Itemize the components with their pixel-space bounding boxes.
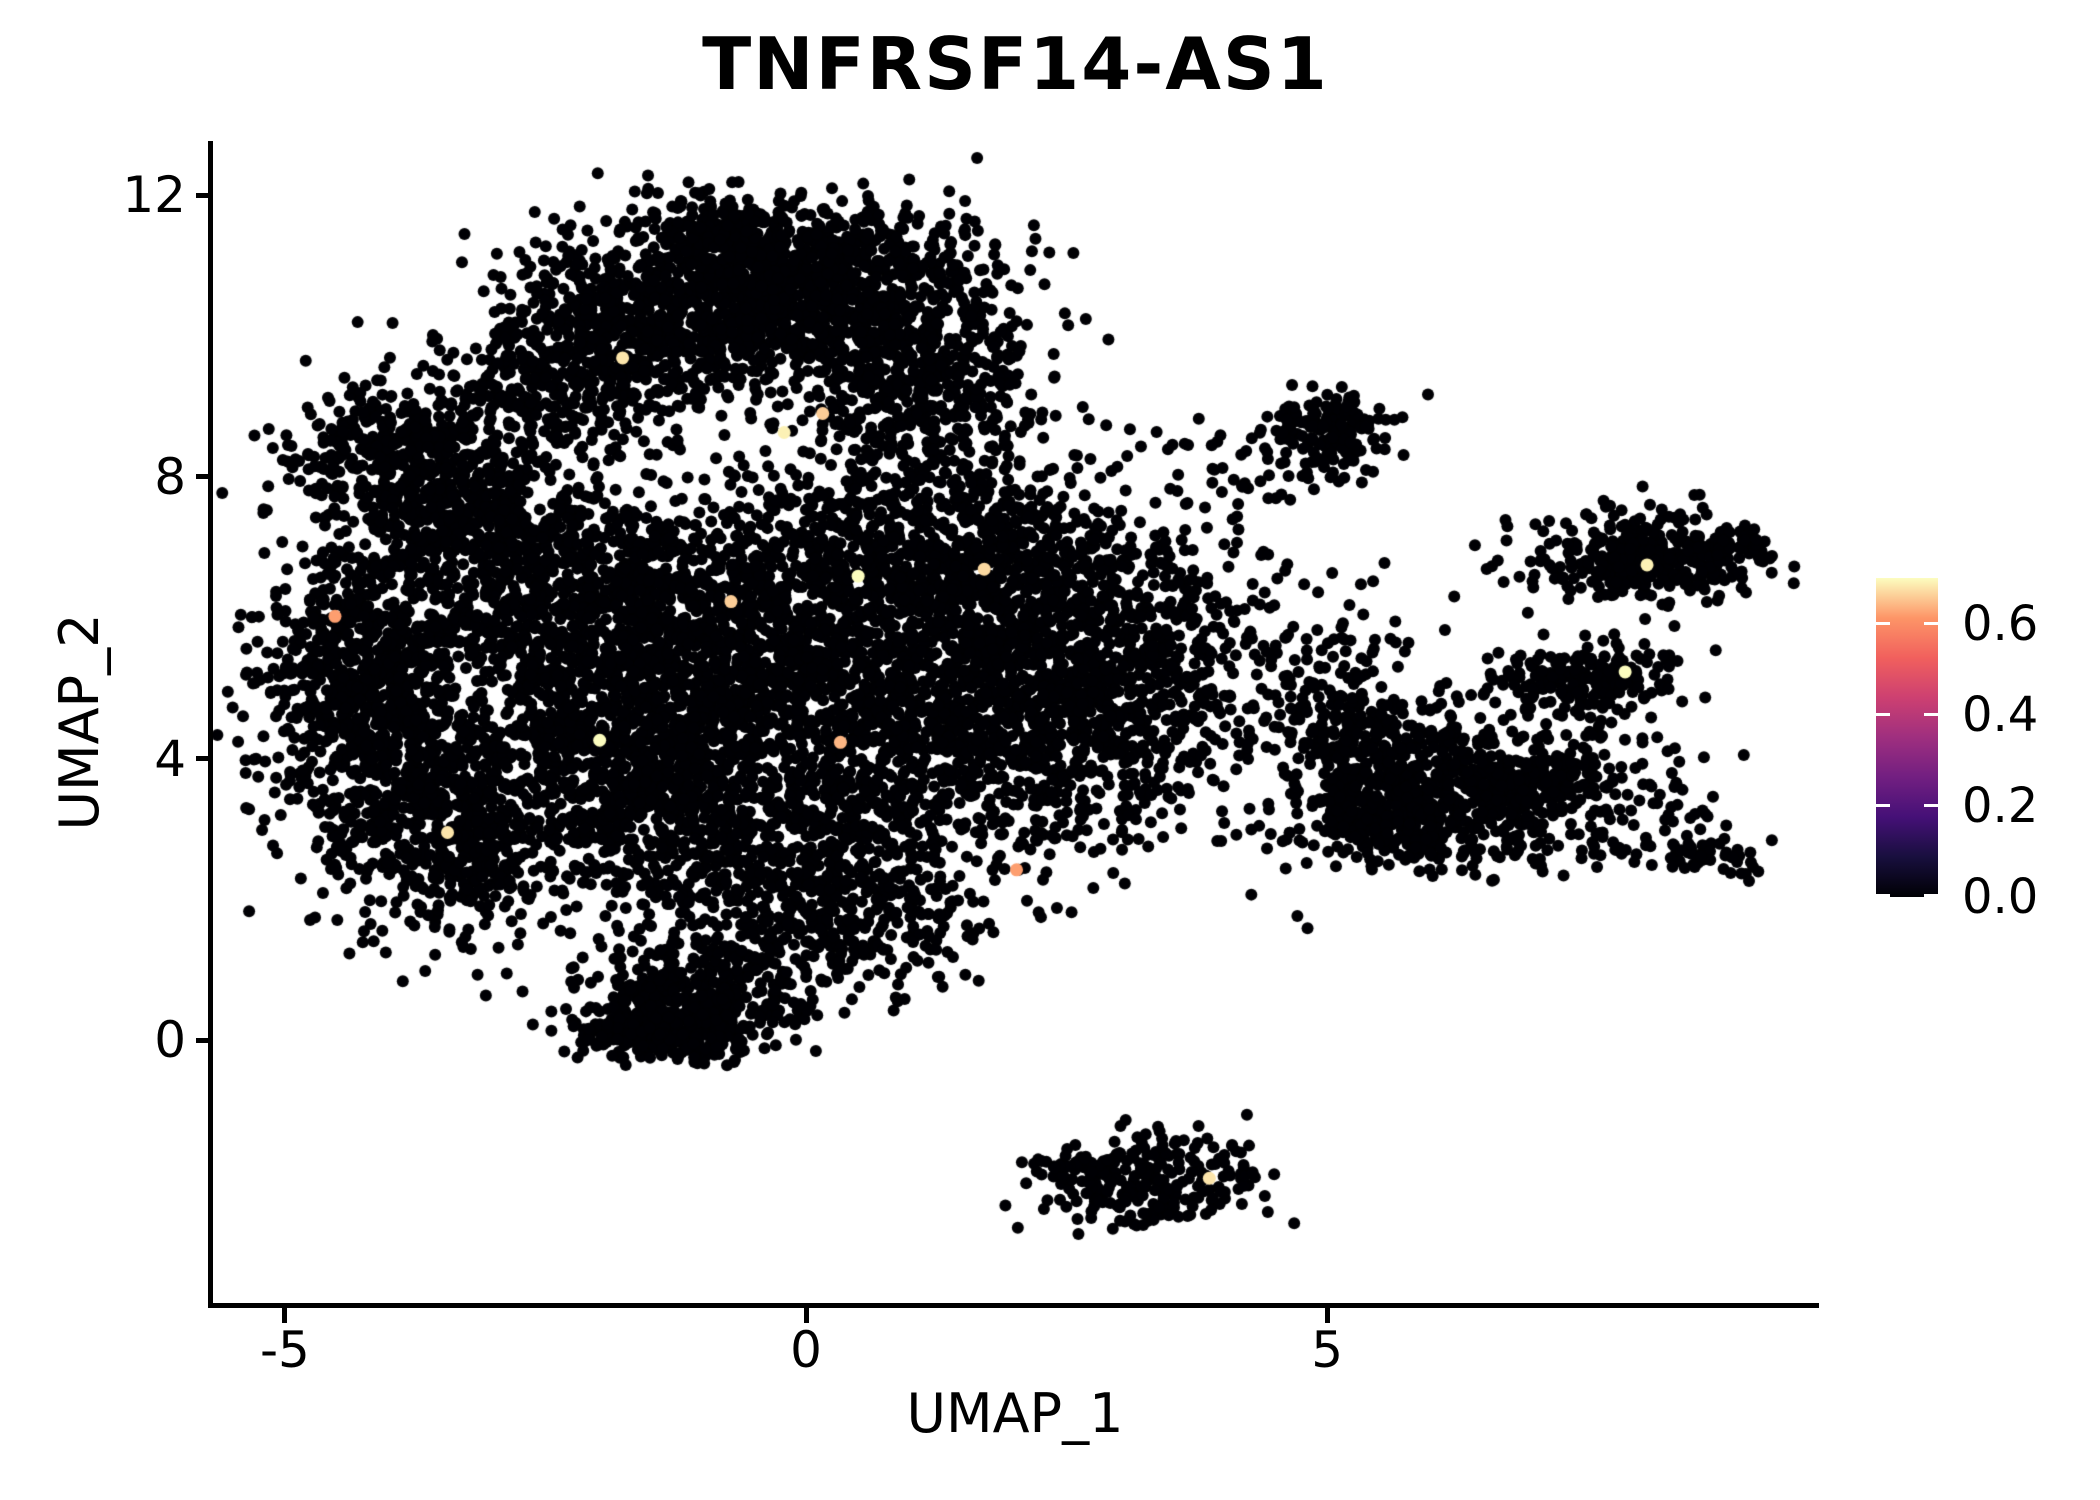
x-tick-label-0: 0	[790, 1321, 822, 1379]
y-tick-label-8: 8	[154, 447, 186, 506]
colorbar-tick-mark	[1876, 894, 1890, 897]
y-tick-label-12: 12	[122, 166, 186, 225]
colorbar-tick-mark	[1924, 894, 1938, 897]
x-axis-tick-mark	[1324, 1305, 1330, 1323]
colorbar-tick-mark	[1924, 713, 1938, 717]
y-tick-label-0: 0	[154, 1011, 186, 1070]
colorbar-tick-mark	[1876, 713, 1890, 717]
y-axis-tick-mark	[196, 474, 212, 480]
x-axis-tick-mark	[803, 1305, 809, 1323]
plot-title: TNFRSF14-AS1	[702, 22, 1329, 106]
colorbar-tick-mark	[1876, 804, 1890, 808]
colorbar-tick-label-00: 0.0	[1962, 869, 2039, 925]
x-axis-title: UMAP_1	[906, 1382, 1124, 1445]
y-axis-line	[208, 141, 213, 1308]
colorbar-tick-mark	[1924, 622, 1938, 626]
colorbar-tick-mark	[1924, 804, 1938, 808]
y-axis-title: UMAP_2	[48, 613, 111, 831]
colorbar-gradient	[1876, 578, 1938, 897]
x-axis-line	[208, 1303, 1819, 1308]
x-tick-label-5: 5	[1311, 1321, 1343, 1379]
colorbar-tick-mark	[1876, 622, 1890, 626]
colorbar-tick-label-06: 0.6	[1962, 595, 2039, 652]
y-axis-tick-mark	[196, 756, 212, 762]
colorbar-tick-label-04: 0.4	[1962, 686, 2039, 743]
y-axis-tick-mark	[196, 1037, 212, 1043]
colorbar-tick-label-02: 0.2	[1962, 777, 2039, 834]
x-tick-label-neg5: -5	[260, 1321, 310, 1379]
x-axis-tick-mark	[282, 1305, 288, 1323]
y-tick-label-4: 4	[154, 729, 186, 788]
y-axis-tick-mark	[196, 192, 212, 198]
